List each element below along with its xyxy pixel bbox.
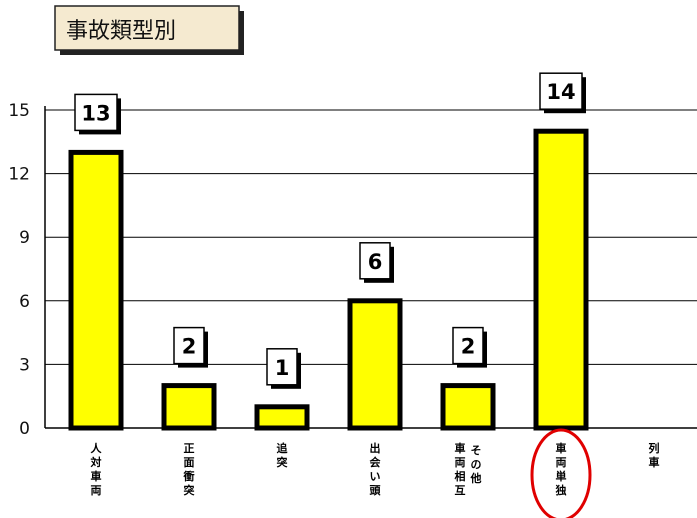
data-label-box xyxy=(266,348,298,386)
data-label-box xyxy=(173,326,205,365)
data-label-box xyxy=(74,93,118,132)
y-tick-label: 0 xyxy=(19,419,30,439)
x-tick-label: 列車 xyxy=(649,441,660,469)
y-tick-label: 3 xyxy=(19,355,30,375)
data-label: 2 xyxy=(461,335,476,359)
bar xyxy=(161,383,217,431)
x-tick-label: 車両単独 xyxy=(555,441,567,497)
x-tick-label: 出会い頭 xyxy=(370,441,382,497)
data-label: 1 xyxy=(275,356,290,380)
x-tick-label: 車両相互 xyxy=(455,441,466,497)
y-tick-label: 6 xyxy=(19,292,30,312)
data-label: 6 xyxy=(368,250,383,274)
y-tick-label: 15 xyxy=(8,101,30,121)
x-tick-label: 追突 xyxy=(277,441,289,469)
x-tick-label: 正面衝突 xyxy=(183,442,195,497)
data-label-box xyxy=(452,326,484,365)
bar xyxy=(533,128,589,431)
bar xyxy=(254,404,310,431)
chart-title-box xyxy=(54,5,240,51)
bar xyxy=(68,149,124,431)
bar xyxy=(347,298,403,431)
data-label: 2 xyxy=(182,335,197,359)
highlight-circle xyxy=(530,428,592,518)
x-tick-label: その他 xyxy=(470,444,482,485)
data-label: 14 xyxy=(546,80,575,104)
bar xyxy=(440,383,496,431)
x-tick-label: 人対車両 xyxy=(90,441,103,497)
data-label-box xyxy=(539,72,583,110)
data-label: 13 xyxy=(81,101,110,125)
y-tick-label: 9 xyxy=(19,228,30,248)
data-label-box xyxy=(359,242,391,280)
chart-title: 事故類型別 xyxy=(66,19,176,44)
y-tick-label: 12 xyxy=(8,165,30,185)
